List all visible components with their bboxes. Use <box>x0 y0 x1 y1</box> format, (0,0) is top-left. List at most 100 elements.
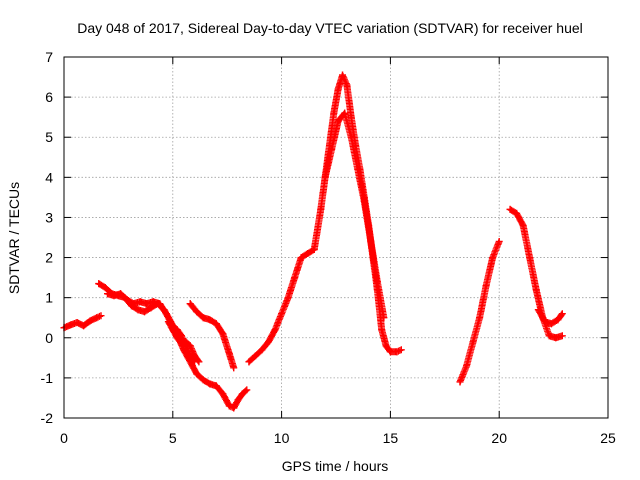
data-point <box>545 332 553 340</box>
data-series-arc-10 <box>534 306 566 328</box>
data-point <box>526 254 534 262</box>
data-point <box>199 314 207 322</box>
y-tick-label: -2 <box>41 410 54 426</box>
data-point <box>547 320 555 328</box>
data-point <box>199 376 207 384</box>
data-point <box>334 85 342 93</box>
data-point <box>354 165 362 173</box>
data-point <box>104 290 112 298</box>
data-point <box>378 326 386 334</box>
data-point <box>317 205 325 213</box>
data-point <box>284 294 292 302</box>
grid-layer <box>64 57 608 418</box>
data-point <box>532 286 540 294</box>
data-point <box>310 246 318 254</box>
data-series-arc-5 <box>186 300 238 372</box>
data-point <box>188 362 196 370</box>
y-tick-label: -1 <box>41 370 54 386</box>
x-tick-label: 5 <box>169 430 177 446</box>
data-point <box>101 284 109 292</box>
data-point <box>186 300 194 308</box>
data-point <box>265 338 273 346</box>
data-point <box>97 312 105 320</box>
data-point <box>330 109 338 117</box>
data-point <box>271 326 279 334</box>
data-point <box>117 290 125 298</box>
data-point <box>173 334 181 342</box>
data-point <box>519 221 527 229</box>
data-series-arc-4 <box>164 318 203 366</box>
data-point <box>182 338 190 346</box>
x-tick-label: 15 <box>383 430 399 446</box>
data-point <box>251 352 259 360</box>
y-tick-label: 2 <box>45 250 53 266</box>
y-tick-label: 1 <box>45 290 53 306</box>
data-point <box>95 280 103 288</box>
data-point <box>380 314 388 322</box>
data-point <box>552 334 560 342</box>
data-point <box>382 342 390 350</box>
data-point <box>297 254 305 262</box>
data-point <box>495 238 503 246</box>
data-series-arc-1 <box>60 312 105 332</box>
data-point <box>304 250 312 258</box>
x-tick-label: 20 <box>491 430 507 446</box>
data-series-arc-7 <box>321 109 388 322</box>
data-point <box>206 380 214 388</box>
chart-title: Day 048 of 2017, Sidereal Day-to-day VTE… <box>77 20 583 36</box>
series-markers <box>245 71 404 366</box>
data-point <box>541 318 549 326</box>
data-point <box>456 378 464 386</box>
data-point <box>67 321 75 329</box>
data-point <box>476 314 484 322</box>
data-point <box>169 326 177 334</box>
data-point <box>360 197 368 205</box>
data-point <box>193 370 201 378</box>
data-point <box>238 390 246 398</box>
x-axis-label: GPS time / hours <box>282 458 389 474</box>
data-point <box>463 362 471 370</box>
data-point <box>534 306 542 314</box>
data-point <box>343 81 351 89</box>
data-point <box>258 346 266 354</box>
data-point <box>397 346 405 354</box>
data-point <box>234 396 242 404</box>
y-tick-label: 5 <box>45 129 53 145</box>
data-point <box>143 300 151 308</box>
tick-layer: 0 5 10 15 20 25 -2 -1 0 1 2 3 4 5 6 7 <box>41 49 616 446</box>
data-point <box>186 342 194 350</box>
data-point <box>123 296 131 304</box>
y-axis-label: SDTVAR / TECUs <box>6 182 22 294</box>
data-point <box>193 308 201 316</box>
data-point <box>195 358 203 366</box>
y-tick-label: 4 <box>45 169 53 185</box>
data-point <box>386 348 394 356</box>
data-point <box>73 319 81 327</box>
data-point <box>347 133 355 141</box>
series-markers <box>456 239 503 386</box>
data-point <box>156 300 164 308</box>
y-tick-label: 3 <box>45 209 53 225</box>
data-point <box>393 348 401 356</box>
data-point <box>291 274 299 282</box>
data-point <box>482 282 490 290</box>
data-point <box>162 310 170 318</box>
series-layer <box>60 71 566 412</box>
data-point <box>164 318 172 326</box>
data-point <box>230 404 238 412</box>
x-tick-label: 25 <box>600 430 616 446</box>
data-point <box>334 117 342 125</box>
data-point <box>130 300 138 308</box>
data-point <box>178 332 186 340</box>
data-point <box>558 310 566 318</box>
data-series-arc-3 <box>104 290 199 366</box>
data-point <box>134 306 142 314</box>
data-point <box>489 254 497 262</box>
data-point <box>245 358 253 366</box>
data-point <box>80 322 88 330</box>
data-point <box>513 209 521 217</box>
plot-frame <box>63 56 609 419</box>
data-point <box>219 330 227 338</box>
data-point <box>136 298 144 306</box>
